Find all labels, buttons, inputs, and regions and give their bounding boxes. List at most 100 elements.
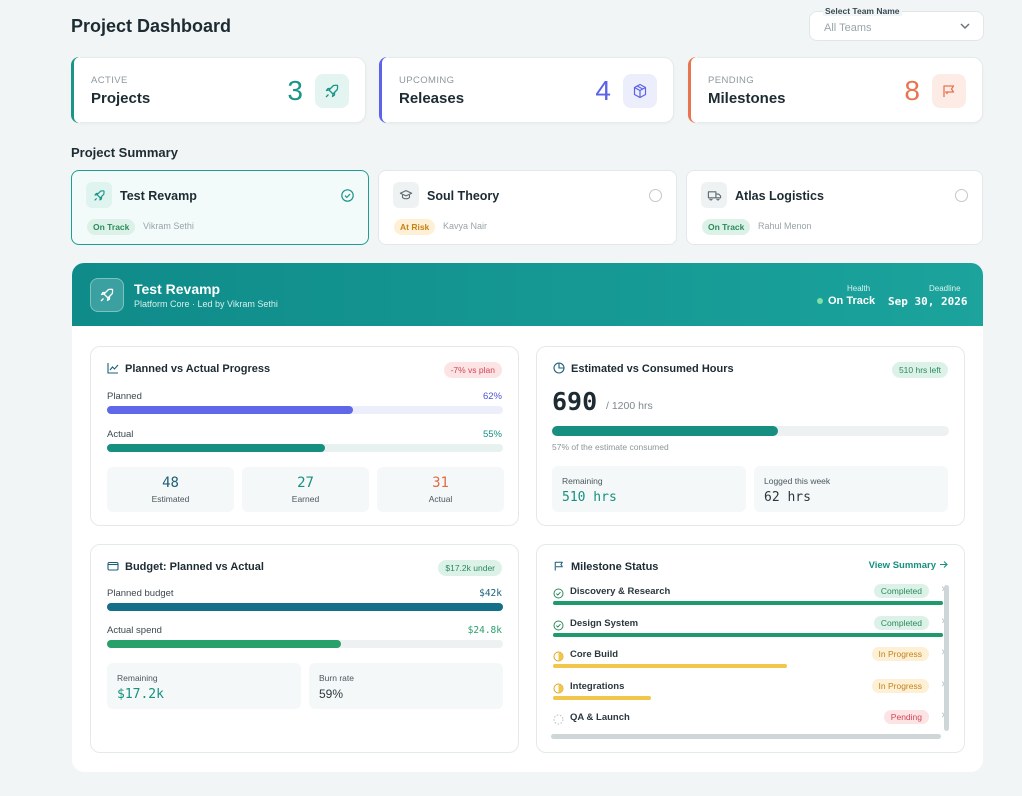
milestone-name: Design System: [570, 617, 639, 629]
horizontal-scrollbar[interactable]: [551, 734, 941, 739]
chevron-right-icon[interactable]: ›: [941, 583, 945, 595]
deadline-label: Deadline: [929, 284, 961, 293]
milestone-status-badge: In Progress: [871, 647, 929, 661]
status-badge: At Risk: [394, 219, 436, 235]
project-card-atlas-logistics[interactable]: Atlas Logistics On Track Rahul Menon: [686, 170, 983, 245]
project-name: Atlas Logistics: [735, 189, 824, 203]
half-circle-icon: [553, 681, 564, 699]
graduation-cap-icon: [393, 182, 419, 208]
milestone-progress-bar: [553, 727, 943, 731]
status-badge: On Track: [87, 219, 136, 235]
variance-badge: -7% vs plan: [443, 362, 502, 378]
team-select[interactable]: All Teams: [809, 11, 984, 41]
planned-budget-value: $42k: [479, 588, 502, 599]
section-title-project-summary: Project Summary: [71, 145, 178, 160]
line-chart-icon: [107, 363, 119, 374]
milestone-status-badge: Completed: [873, 615, 929, 630]
team-select-label: Select Team Name: [823, 6, 902, 16]
vertical-scrollbar[interactable]: [944, 585, 949, 731]
project-card-test-revamp[interactable]: Test Revamp On Track Vikram Sethi: [71, 170, 369, 245]
check-circle-icon: [341, 189, 354, 202]
stat-card-releases[interactable]: UPCOMING Releases 4: [379, 57, 674, 123]
total-hours: / 1200 hrs: [606, 400, 653, 412]
status-badge: On Track: [702, 219, 751, 235]
stat-caption: PENDING: [708, 75, 755, 86]
milestone-progress-bar: [553, 601, 943, 605]
project-detail-panel: Test Revamp Platform Core · Led by Vikra…: [72, 263, 983, 772]
budget-badge: $17.2k under: [438, 560, 502, 576]
milestone-name: QA & Launch: [570, 712, 630, 723]
rocket-icon: [86, 182, 112, 208]
health-dot: [817, 298, 823, 304]
chevron-right-icon[interactable]: ›: [941, 615, 945, 627]
health-label: Health: [847, 284, 871, 293]
card-title: Planned vs Actual Progress: [125, 363, 271, 375]
burn-rate-value: 59%: [319, 687, 344, 701]
milestone-progress-bar: [553, 664, 943, 668]
flag-icon: [554, 561, 563, 571]
stat-label: Earned: [291, 494, 320, 504]
stat-card-milestones[interactable]: PENDING Milestones 8: [688, 57, 983, 123]
stat-label: Actual: [428, 494, 453, 504]
burn-rate-label: Burn rate: [319, 673, 354, 683]
actual-progress-bar: [107, 444, 503, 452]
radio-button[interactable]: [649, 189, 662, 202]
milestone-name: Discovery & Research: [570, 586, 671, 597]
card-title: Budget: Planned vs Actual: [125, 561, 264, 573]
dashed-circle-icon: [553, 712, 564, 730]
project-card-soul-theory[interactable]: Soul Theory At Risk Kavya Nair: [378, 170, 677, 245]
project-owner: Rahul Menon: [758, 221, 812, 231]
view-summary-link[interactable]: View Summary: [868, 560, 936, 571]
check-circle-icon: [553, 618, 564, 636]
project-subtitle: Platform Core · Led by Vikram Sethi: [134, 299, 278, 309]
planned-label: Planned: [107, 391, 142, 402]
check-circle-icon: [553, 586, 564, 604]
logged-value: 62 hrs: [764, 490, 811, 505]
actual-spend-label: Actual spend: [107, 625, 162, 636]
estimated-stat: 48 Estimated: [107, 467, 234, 512]
actual-label: Actual: [107, 429, 134, 440]
stat-value: 31: [432, 475, 449, 491]
chevron-down-icon: [960, 23, 970, 30]
remaining-budget-box: Remaining $17.2k: [107, 663, 301, 709]
hours-note: 57% of the estimate consumed: [552, 442, 669, 452]
hours-left-badge: 510 hrs left: [891, 362, 948, 378]
logged-hours-box: Logged this week 62 hrs: [754, 466, 948, 512]
truck-icon: [701, 182, 727, 208]
radio-button[interactable]: [955, 189, 968, 202]
stat-value: 8: [904, 75, 920, 106]
half-circle-icon: [553, 649, 564, 667]
actual-spend-bar: [107, 640, 503, 648]
wallet-icon: [107, 561, 119, 571]
actual-spend-value: $24.8k: [467, 625, 502, 636]
remaining-value: $17.2k: [117, 687, 164, 702]
remaining-label: Remaining: [562, 476, 603, 486]
stat-name: Projects: [91, 90, 151, 107]
arrow-right-icon[interactable]: [939, 560, 948, 569]
stat-value: 3: [287, 75, 303, 106]
flag-icon: [932, 74, 966, 108]
health-value: On Track: [828, 295, 876, 307]
remaining-hours-box: Remaining 510 hrs: [552, 466, 746, 512]
actual-value: 55%: [482, 429, 502, 440]
chevron-right-icon[interactable]: ›: [941, 678, 945, 690]
consumed-hours: 690: [552, 387, 598, 416]
planned-progress-bar: [107, 406, 503, 414]
stat-value: 27: [297, 475, 314, 491]
planned-budget-label: Planned budget: [107, 588, 174, 599]
logged-label: Logged this week: [764, 476, 831, 486]
hours-card: Estimated vs Consumed Hours 510 hrs left…: [536, 346, 965, 526]
deadline-value: Sep 30, 2026: [888, 295, 968, 308]
card-title: Estimated vs Consumed Hours: [571, 363, 734, 375]
burn-rate-box: Burn rate 59%: [309, 663, 503, 709]
milestone-status-badge: In Progress: [871, 678, 929, 693]
chevron-right-icon[interactable]: ›: [941, 646, 945, 658]
stat-value: 48: [162, 475, 179, 491]
project-banner: Test Revamp Platform Core · Led by Vikra…: [72, 263, 983, 326]
milestone-name: Integrations: [570, 680, 625, 692]
chevron-right-icon[interactable]: ›: [941, 709, 945, 721]
stat-card-projects[interactable]: ACTIVE Projects 3: [71, 57, 366, 123]
planned-value: 62%: [482, 391, 502, 402]
pie-chart-icon: [553, 362, 565, 374]
milestone-progress-bar: [553, 632, 943, 637]
